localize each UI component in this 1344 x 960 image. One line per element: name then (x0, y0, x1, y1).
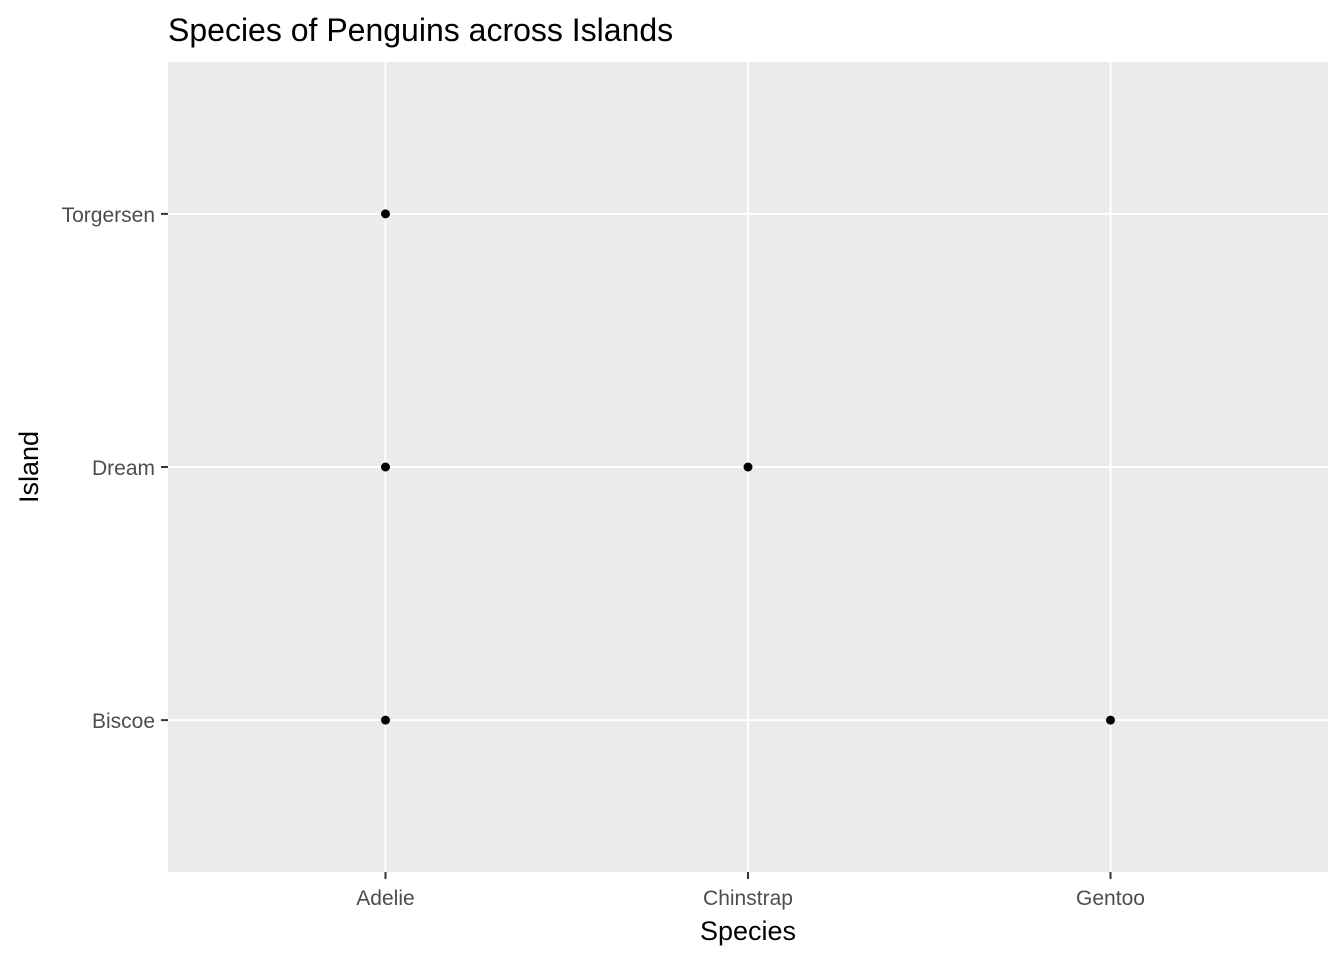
data-points (381, 209, 1115, 725)
y-axis-title: Island (14, 431, 44, 503)
data-point (381, 715, 390, 725)
data-point (1106, 715, 1115, 725)
data-point (743, 462, 753, 472)
data-point (381, 209, 390, 219)
x-axis-title: Species (700, 916, 796, 946)
y-tick-label: Dream (92, 457, 155, 480)
x-tick-label: Adelie (356, 887, 414, 910)
y-axis: Biscoe Dream Torgersen (62, 204, 168, 733)
y-tick-label: Biscoe (92, 710, 155, 733)
data-point (381, 462, 390, 472)
x-tick-label: Gentoo (1076, 887, 1145, 910)
x-axis: Adelie Chinstrap Gentoo (356, 872, 1145, 910)
chart-title: Species of Penguins across Islands (168, 12, 673, 48)
x-tick-label: Chinstrap (703, 887, 793, 910)
y-tick-label: Torgersen (62, 204, 155, 227)
